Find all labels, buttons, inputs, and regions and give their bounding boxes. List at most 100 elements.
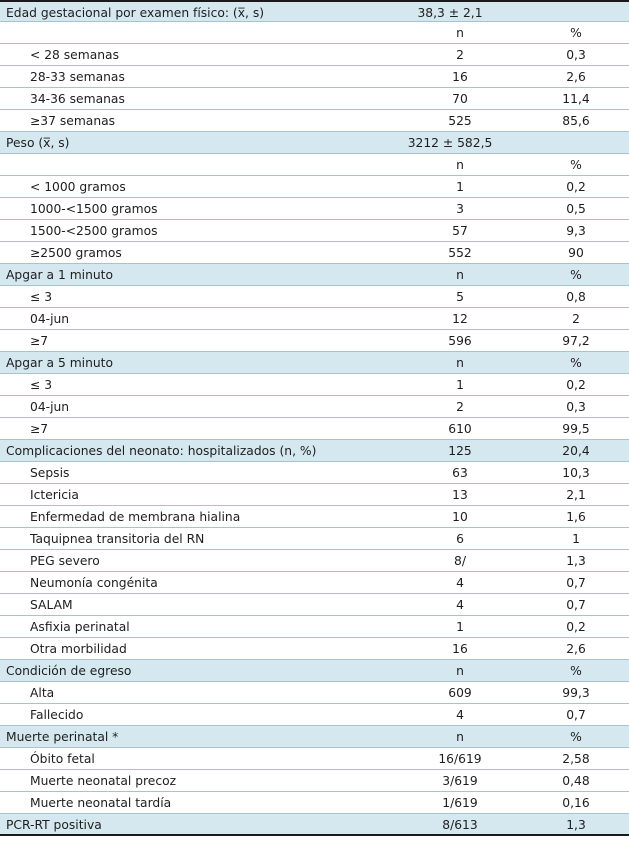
percent-cell: 0,3 bbox=[566, 400, 586, 414]
n-cell: 13 bbox=[452, 488, 468, 502]
table-row: 28-33 semanas 16 2,6 bbox=[0, 66, 629, 88]
row-label: Ictericia bbox=[30, 488, 79, 502]
table-row: ≤ 3 1 0,2 bbox=[0, 374, 629, 396]
table-row: Muerte neonatal tardía 1/619 0,16 bbox=[0, 792, 629, 814]
section-row: Edad gestacional por examen físico: (x̅,… bbox=[0, 0, 629, 22]
percent-cell: % bbox=[570, 268, 582, 282]
row-label: Fallecido bbox=[30, 708, 84, 722]
percent-cell: 2,6 bbox=[566, 70, 586, 84]
n-cell: 552 bbox=[448, 246, 472, 260]
row-label: ≥2500 gramos bbox=[30, 246, 122, 260]
row-label: Neumonía congénita bbox=[30, 576, 158, 590]
row-label: Complicaciones del neonato: hospitalizad… bbox=[6, 444, 317, 458]
n-cell: n bbox=[456, 356, 464, 370]
percent-cell: 1,6 bbox=[566, 510, 586, 524]
percent-cell: 20,4 bbox=[562, 444, 590, 458]
percent-cell: 0,2 bbox=[566, 378, 586, 392]
n-cell: n bbox=[456, 26, 464, 40]
row-label: PCR-RT positiva bbox=[6, 818, 102, 832]
row-label: 34-36 semanas bbox=[30, 92, 125, 106]
table-row: ≤ 3 5 0,8 bbox=[0, 286, 629, 308]
percent-cell: 2,1 bbox=[566, 488, 586, 502]
row-label: Taquipnea transitoria del RN bbox=[30, 532, 205, 546]
n-cell: 4 bbox=[456, 576, 464, 590]
row-label: Muerte neonatal precoz bbox=[30, 774, 177, 788]
n-cell: 8/ bbox=[454, 554, 466, 568]
n-cell: 16/619 bbox=[438, 752, 482, 766]
n-cell: 3 bbox=[456, 202, 464, 216]
n-cell: 63 bbox=[452, 466, 468, 480]
percent-cell: % bbox=[570, 730, 582, 744]
section-row: PCR-RT positiva 8/613 1,3 bbox=[0, 814, 629, 836]
row-label: Óbito fetal bbox=[30, 752, 95, 766]
n-cell: 1 bbox=[456, 180, 464, 194]
table-row: < 1000 gramos 1 0,2 bbox=[0, 176, 629, 198]
percent-cell: % bbox=[570, 356, 582, 370]
row-label: PEG severo bbox=[30, 554, 100, 568]
table-row: Óbito fetal 16/619 2,58 bbox=[0, 748, 629, 770]
row-label: Condición de egreso bbox=[6, 664, 132, 678]
n-cell: 2 bbox=[456, 48, 464, 62]
table-row: Asfixia perinatal 1 0,2 bbox=[0, 616, 629, 638]
row-label: Asfixia perinatal bbox=[30, 620, 130, 634]
table-row: Muerte neonatal precoz 3/619 0,48 bbox=[0, 770, 629, 792]
n-cell: n bbox=[456, 730, 464, 744]
percent-cell: 2,58 bbox=[562, 752, 590, 766]
section-row: Apgar a 5 minuto n% bbox=[0, 352, 629, 374]
table-row: 1000-<1500 gramos 3 0,5 bbox=[0, 198, 629, 220]
percent-cell: 9,3 bbox=[566, 224, 586, 238]
n-cell: 4 bbox=[456, 598, 464, 612]
row-label: ≥37 semanas bbox=[30, 114, 116, 128]
table-row: Neumonía congénita 4 0,7 bbox=[0, 572, 629, 594]
row-label: 1500-<2500 gramos bbox=[30, 224, 158, 238]
percent-cell: 0,48 bbox=[562, 774, 590, 788]
summary-value: 3212 ± 582,5 bbox=[407, 136, 493, 150]
row-label: Apgar a 1 minuto bbox=[6, 268, 114, 282]
n-cell: 610 bbox=[448, 422, 472, 436]
table-row: 04-jun 12 2 bbox=[0, 308, 629, 330]
n-cell: 6 bbox=[456, 532, 464, 546]
n-cell: n bbox=[456, 664, 464, 678]
row-label: 1000-<1500 gramos bbox=[30, 202, 158, 216]
percent-cell: % bbox=[570, 158, 582, 172]
n-cell: 16 bbox=[452, 70, 468, 84]
table-row: ≥7 596 97,2 bbox=[0, 330, 629, 352]
row-label: Alta bbox=[30, 686, 55, 700]
n-cell: 5 bbox=[456, 290, 464, 304]
n-cell: 10 bbox=[452, 510, 468, 524]
row-label: SALAM bbox=[30, 598, 73, 612]
table-row: 04-jun 2 0,3 bbox=[0, 396, 629, 418]
n-cell: 3/619 bbox=[442, 774, 478, 788]
percent-cell: 97,2 bbox=[562, 334, 590, 348]
neonatal-outcomes-table: Edad gestacional por examen físico: (x̅,… bbox=[0, 0, 629, 836]
row-label: Sepsis bbox=[30, 466, 70, 480]
table-row: Ictericia 13 2,1 bbox=[0, 484, 629, 506]
column-header-row: n% bbox=[0, 22, 629, 44]
percent-cell: % bbox=[570, 26, 582, 40]
n-cell: 125 bbox=[448, 444, 472, 458]
table-row: ≥2500 gramos 552 90 bbox=[0, 242, 629, 264]
percent-cell: 0,16 bbox=[562, 796, 590, 810]
percent-cell: 99,3 bbox=[562, 686, 590, 700]
percent-cell: 85,6 bbox=[562, 114, 590, 128]
percent-cell: 0,7 bbox=[566, 576, 586, 590]
row-label: Peso (x̅, s) bbox=[6, 136, 70, 150]
n-cell: 2 bbox=[456, 400, 464, 414]
n-cell: 1 bbox=[456, 620, 464, 634]
table-row: 34-36 semanas 70 11,4 bbox=[0, 88, 629, 110]
table-row: Otra morbilidad 16 2,6 bbox=[0, 638, 629, 660]
table-row: Taquipnea transitoria del RN 6 1 bbox=[0, 528, 629, 550]
row-label: Apgar a 5 minuto bbox=[6, 356, 114, 370]
percent-cell: 0,8 bbox=[566, 290, 586, 304]
column-header-row: n% bbox=[0, 154, 629, 176]
n-cell: 525 bbox=[448, 114, 472, 128]
section-row: Muerte perinatal * n% bbox=[0, 726, 629, 748]
row-label: Otra morbilidad bbox=[30, 642, 127, 656]
row-label: Edad gestacional por examen físico: (x̅,… bbox=[6, 6, 265, 20]
percent-cell: 0,2 bbox=[566, 620, 586, 634]
n-cell: 12 bbox=[452, 312, 468, 326]
percent-cell: 0,3 bbox=[566, 48, 586, 62]
table-row: Sepsis 63 10,3 bbox=[0, 462, 629, 484]
row-label: 04-jun bbox=[30, 400, 70, 414]
table-row: ≥37 semanas 525 85,6 bbox=[0, 110, 629, 132]
